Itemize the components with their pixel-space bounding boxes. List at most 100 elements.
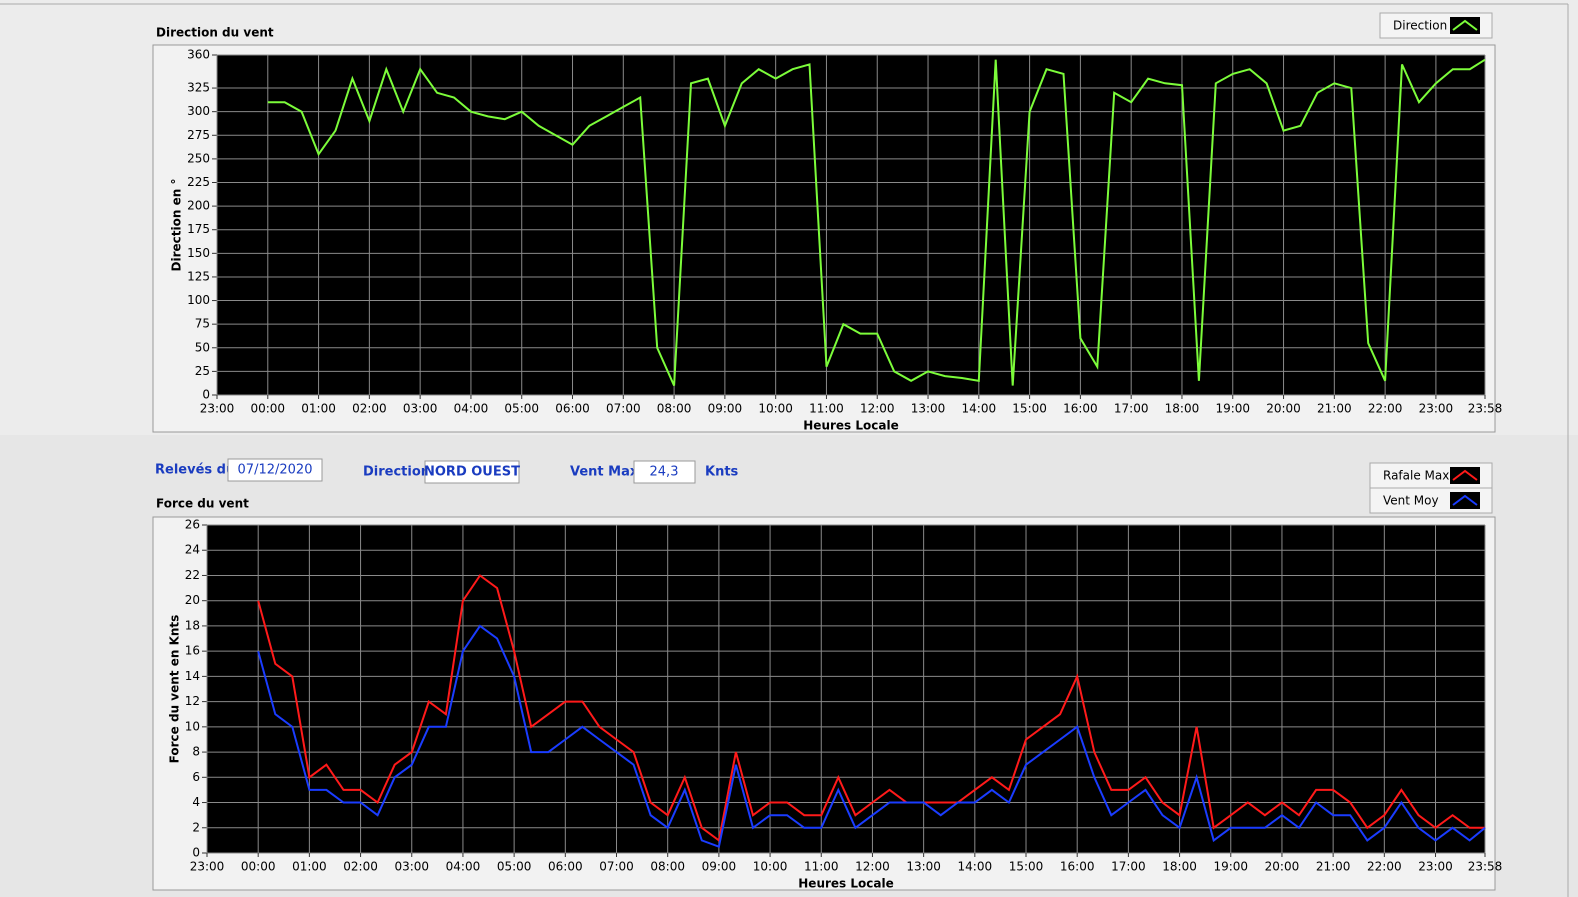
y-tick-label: 14 [185,669,200,683]
x-tick-label: 21:00 [1317,402,1352,416]
x-tick-label: 22:00 [1367,860,1402,874]
direction-value: NORD OUEST [424,465,520,480]
x-tick-label: 01:00 [292,860,327,874]
x-tick-label: 04:00 [446,860,481,874]
y-tick-label: 360 [187,48,210,62]
x-tick-label: 19:00 [1215,402,1250,416]
x-tick-label: 16:00 [1060,860,1095,874]
y-tick-label: 16 [185,644,200,658]
y-tick-label: 26 [185,518,200,532]
x-tick-label: 23:00 [190,860,225,874]
y-tick-label: 175 [187,222,210,236]
x-tick-label: 13:00 [906,860,941,874]
max-value: 24,3 [650,465,679,480]
x-tick-label: 08:00 [657,402,692,416]
y-tick-label: 150 [187,246,210,260]
x-tick-label: 23:00 [1418,860,1453,874]
x-tick-label: 01:00 [301,402,336,416]
max-label: Vent Max [570,465,639,480]
y-tick-label: 2 [192,820,200,834]
y-tick-label: 6 [192,770,200,784]
y-tick-label: 18 [185,618,200,632]
direction-field[interactable] [424,460,520,484]
x-tick-label: 11:00 [809,402,844,416]
y-tick-label: 275 [187,128,210,142]
legend-label: Vent Moy [1383,494,1439,508]
y-tick-label: 4 [192,795,200,809]
max-unit: Knts [705,465,739,480]
y-tick-label: 225 [187,175,210,189]
x-tick-label: 22:00 [1368,402,1403,416]
date-label: Relevés du [155,463,235,478]
x-tick-label: 14:00 [958,860,993,874]
x-tick-label: 00:00 [250,402,285,416]
legend-label: Direction [1393,19,1447,33]
legend-swatch-bg [1450,17,1480,34]
x-tick-label: 15:00 [1009,860,1044,874]
x-tick-label: 08:00 [650,860,685,874]
x-tick-label: 10:00 [758,402,793,416]
y-tick-label: 325 [187,81,210,95]
legend-label: Rafale Max [1383,469,1449,483]
y-tick-label: 25 [195,364,210,378]
x-tick-label: 10:00 [753,860,788,874]
y-tick-label: 250 [187,151,210,165]
max-field[interactable] [633,460,696,484]
y-tick-label: 8 [192,745,200,759]
y-tick-label: 50 [195,340,210,354]
x-tick-label: 18:00 [1162,860,1197,874]
x-tick-label: 09:00 [702,860,737,874]
chart-title: Direction du vent [156,26,274,40]
x-tick-label: 06:00 [555,402,590,416]
y-tick-label: 100 [187,293,210,307]
y-tick-label: 300 [187,104,210,118]
x-tick-label: 03:00 [403,402,438,416]
x-tick-label: 12:00 [860,402,895,416]
x-tick-label: 23:58 [1468,860,1503,874]
legend-swatch [1452,494,1478,506]
y-tick-label: 12 [185,694,200,708]
x-tick-label: 07:00 [599,860,634,874]
x-tick-label: 21:00 [1316,860,1351,874]
legend-swatch-bg [1450,467,1480,484]
x-tick-label: 15:00 [1012,402,1047,416]
x-tick-label: 13:00 [911,402,946,416]
y-tick-label: 0 [202,388,210,402]
legend-swatch [1452,469,1478,481]
x-tick-label: 00:00 [241,860,276,874]
x-tick-label: 19:00 [1213,860,1248,874]
x-tick-label: 20:00 [1266,402,1301,416]
y-tick-label: 0 [192,846,200,860]
x-tick-label: 18:00 [1165,402,1200,416]
x-tick-label: 11:00 [804,860,839,874]
x-tick-label: 23:00 [200,402,235,416]
x-tick-label: 17:00 [1114,402,1149,416]
x-tick-label: 07:00 [606,402,641,416]
y-tick-label: 10 [185,719,200,733]
x-tick-label: 02:00 [343,860,378,874]
x-tick-label: 06:00 [548,860,583,874]
x-tick-label: 12:00 [855,860,890,874]
date-field[interactable] [227,458,323,482]
data-line [257,574,1485,843]
y-tick-label: 24 [185,543,200,557]
x-axis-title: Heures Locale [803,419,898,433]
y-tick-label: 125 [187,269,210,283]
x-tick-label: 14:00 [962,402,997,416]
legend-swatch-bg [1450,492,1480,509]
x-tick-label: 17:00 [1111,860,1146,874]
x-tick-label: 23:58 [1468,402,1503,416]
y-axis-title: Force du vent en Knts [168,615,182,764]
chart-title: Force du vent [156,497,249,511]
y-tick-label: 75 [195,317,210,331]
x-tick-label: 05:00 [504,402,539,416]
x-tick-label: 23:00 [1419,402,1454,416]
x-axis-title: Heures Locale [798,877,893,891]
y-tick-label: 20 [185,593,200,607]
plot-area [217,55,1485,395]
plot-area [207,525,1485,853]
x-tick-label: 20:00 [1265,860,1300,874]
y-tick-label: 22 [185,568,200,582]
x-tick-label: 16:00 [1063,402,1098,416]
